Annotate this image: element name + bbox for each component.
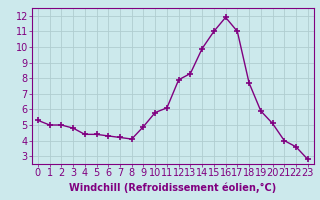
X-axis label: Windchill (Refroidissement éolien,°C): Windchill (Refroidissement éolien,°C) (69, 182, 276, 193)
